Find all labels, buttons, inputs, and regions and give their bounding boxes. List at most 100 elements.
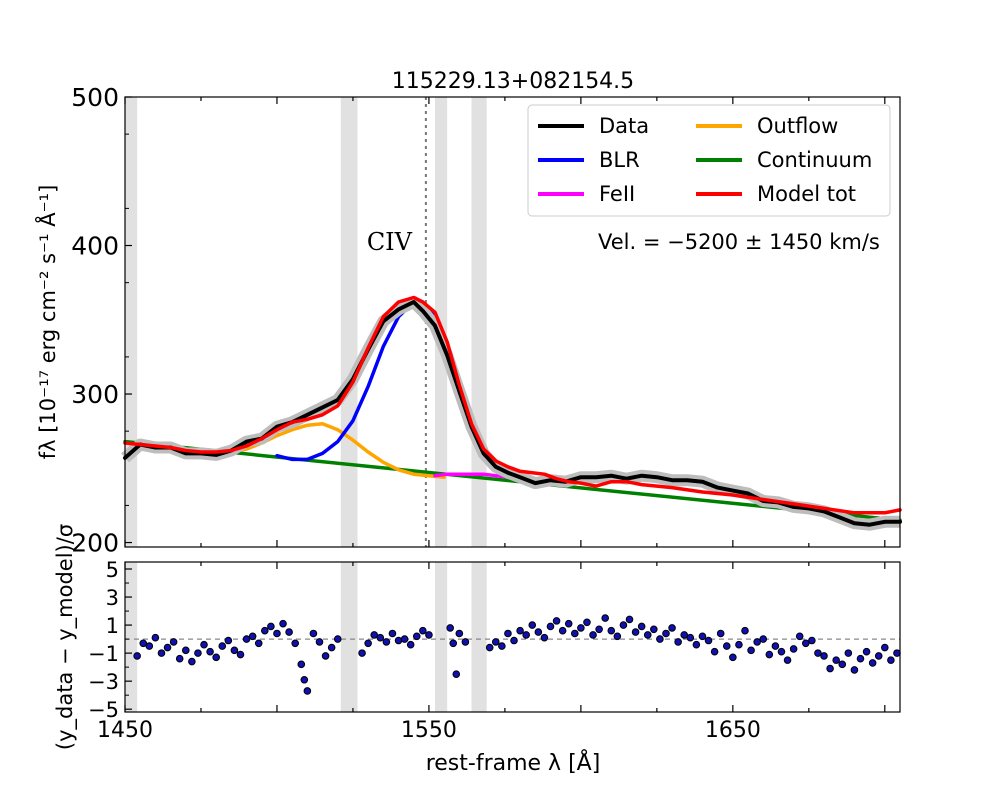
- residual-point: [686, 633, 695, 642]
- residual-point: [801, 639, 810, 648]
- residual-point: [452, 670, 461, 678]
- residual-point: [382, 638, 391, 646]
- residual-point: [571, 629, 579, 638]
- y-tick-label: 500: [71, 83, 119, 112]
- residual-point: [139, 639, 148, 648]
- residual-point: [710, 647, 719, 656]
- y-axis-label-top: fλ [10⁻¹⁷ erg cm⁻² s⁻¹ Å⁻¹]: [34, 185, 60, 460]
- legend-label: Continuum: [757, 148, 872, 172]
- residual-point: [765, 650, 774, 659]
- residual-point: [607, 626, 616, 635]
- residual-point: [868, 659, 877, 667]
- residual-point: [242, 635, 251, 643]
- residual-point: [510, 636, 518, 645]
- residual-point: [157, 649, 166, 657]
- legend: Data BLR FeII Outflow Continuum Model tot: [527, 104, 891, 217]
- masked-region: [340, 562, 358, 712]
- masked-region: [125, 97, 138, 547]
- residual-point: [194, 649, 202, 657]
- residual-point: [759, 635, 768, 643]
- masked-region: [435, 97, 448, 547]
- residual-point: [333, 635, 342, 643]
- residual-point: [169, 638, 178, 646]
- residual-point: [388, 629, 397, 638]
- residual-point: [862, 647, 871, 656]
- residual-point: [461, 638, 470, 646]
- residual-point: [254, 639, 263, 648]
- residual-point: [643, 631, 652, 639]
- residual-point: [491, 638, 500, 646]
- residual-point: [783, 656, 792, 664]
- residual-point: [412, 632, 421, 641]
- residual-point: [881, 643, 889, 652]
- residual-point: [747, 646, 755, 655]
- residual-point: [583, 618, 591, 627]
- residual-point: [212, 653, 220, 662]
- legend-label: BLR: [599, 148, 640, 172]
- residual-point: [394, 636, 403, 645]
- residual-point: [273, 629, 281, 638]
- residual-point: [504, 629, 512, 638]
- residual-point: [200, 640, 208, 649]
- residual-point: [327, 643, 336, 652]
- residual-point: [285, 628, 293, 636]
- residual-point: [267, 622, 275, 631]
- residual-point: [522, 631, 530, 639]
- residual-point: [303, 687, 312, 695]
- residual-point: [261, 626, 269, 635]
- residual-y-tick-label: 1: [106, 614, 119, 638]
- residual-point: [175, 654, 184, 663]
- line-label-civ: CIV: [367, 228, 413, 256]
- masked-region: [340, 97, 358, 547]
- legend-label: Data: [599, 114, 649, 138]
- residual-point: [838, 660, 847, 669]
- top-plot-frame: [124, 96, 901, 548]
- residual-point: [546, 622, 555, 631]
- residual-point: [844, 649, 853, 657]
- residual-point: [820, 652, 828, 660]
- residual-point: [406, 640, 415, 649]
- residual-point: [619, 621, 628, 629]
- residual-y-tick-label: −3: [88, 670, 119, 694]
- masked-regions-residual: [125, 562, 487, 712]
- residual-point: [674, 638, 682, 646]
- residual-y-tick-label: 3: [106, 586, 119, 610]
- residual-point: [808, 636, 816, 645]
- residual-point: [595, 625, 603, 634]
- residual-point: [181, 646, 190, 655]
- residual-point: [315, 638, 324, 646]
- residual-point: [300, 675, 309, 684]
- residual-points: [133, 614, 901, 695]
- x-tick-label: 1450: [97, 718, 153, 743]
- residual-point: [826, 664, 834, 673]
- residual-point: [540, 633, 549, 642]
- residual-point: [887, 656, 895, 664]
- residual-point: [631, 628, 640, 636]
- residual-point: [400, 635, 409, 643]
- residual-point: [662, 629, 670, 638]
- residual-point: [814, 649, 822, 657]
- x-axis-label: rest-frame λ [Å]: [426, 749, 601, 776]
- y-tick-label: 300: [71, 380, 119, 409]
- residual-point: [370, 631, 379, 639]
- residual-point: [236, 650, 245, 659]
- residual-point: [589, 631, 597, 639]
- residual-point: [729, 653, 737, 662]
- x-tick-label: 1550: [401, 718, 457, 743]
- x-tick-label: 1650: [705, 718, 761, 743]
- residual-point: [850, 666, 859, 674]
- residual-point: [230, 646, 239, 655]
- y-tick-label: 200: [71, 529, 119, 558]
- residual-point: [650, 625, 658, 634]
- residual-point: [528, 621, 537, 629]
- residual-point: [777, 647, 786, 656]
- residual-point: [133, 652, 141, 660]
- residual-y-tick-label: −1: [88, 642, 119, 666]
- residual-point: [425, 631, 433, 639]
- residual-y-tick-label: 5: [106, 558, 119, 582]
- residual-point: [874, 652, 883, 660]
- residual-point: [722, 642, 731, 650]
- residual-point: [789, 645, 798, 653]
- residual-point: [498, 642, 506, 650]
- residual-point: [455, 629, 464, 638]
